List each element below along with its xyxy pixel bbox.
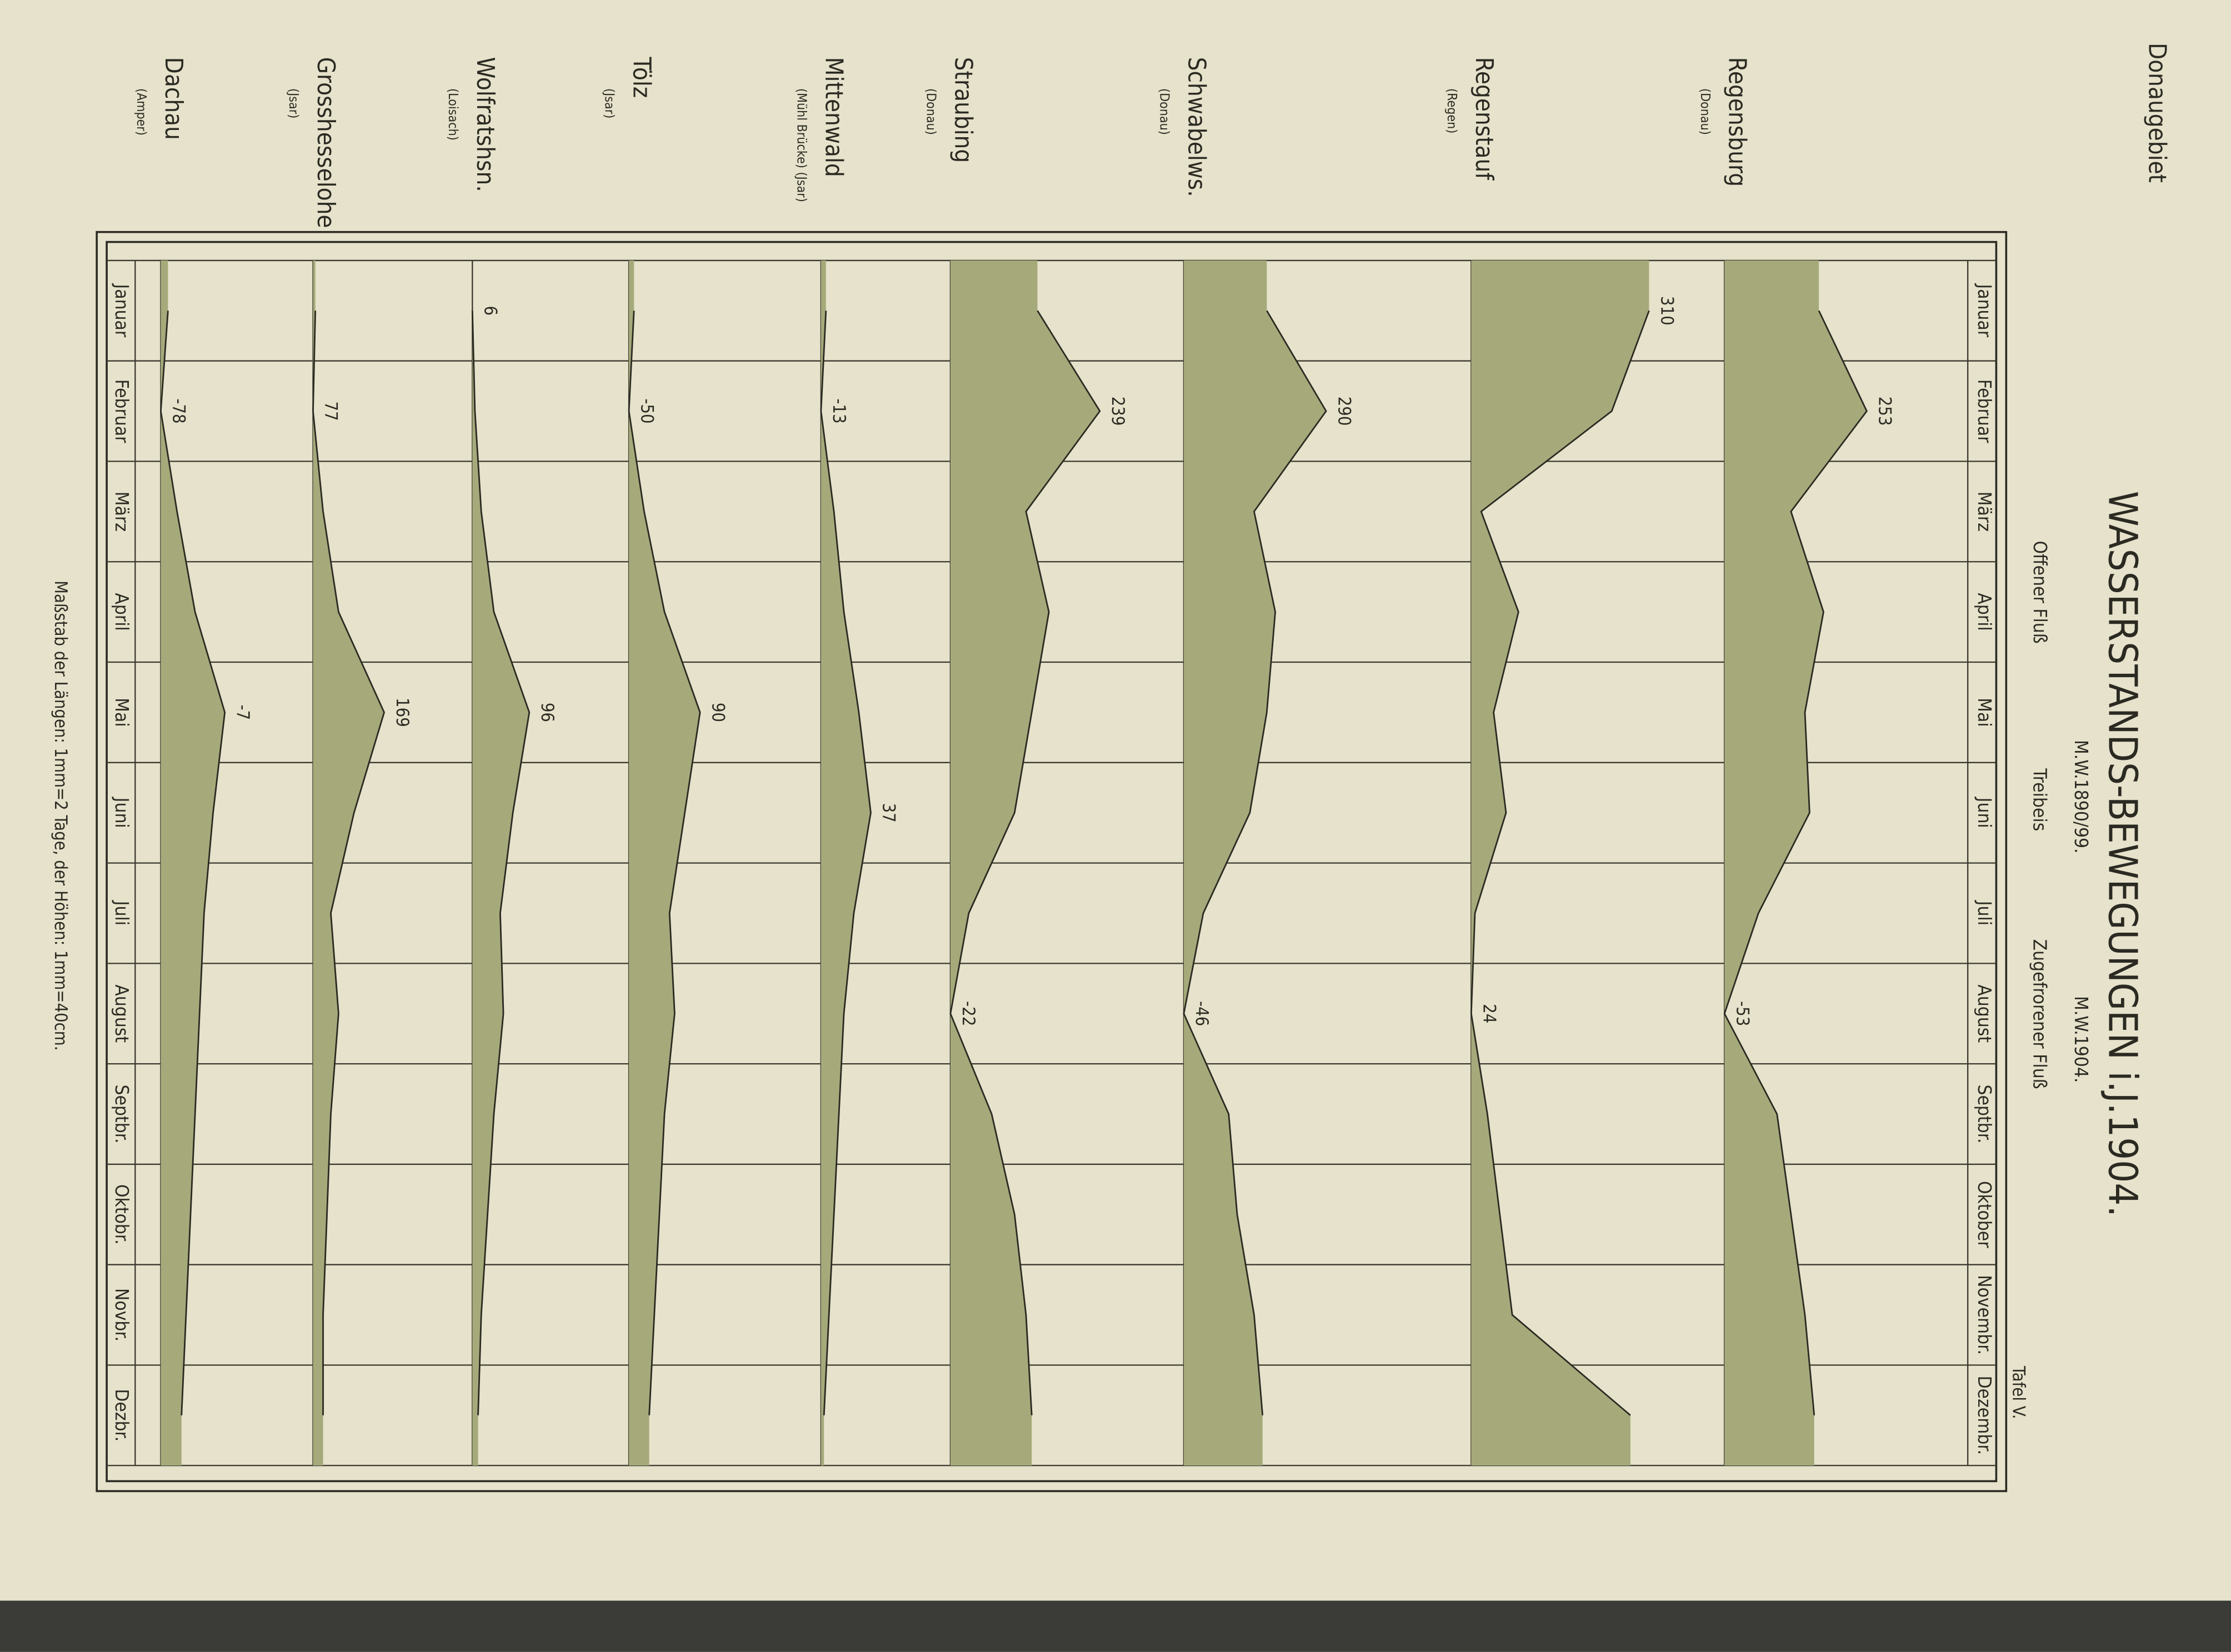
month-label: August xyxy=(1974,984,1995,1043)
value-label: 24 xyxy=(1479,1004,1499,1023)
value-label: 239 xyxy=(1108,397,1128,426)
month-label: März xyxy=(1974,492,1995,532)
value-label: 253 xyxy=(1875,397,1895,426)
water-level-line xyxy=(471,311,531,1415)
legend-item: Treibeis xyxy=(2029,768,2051,831)
value-label: 6 xyxy=(481,306,501,316)
month-label: Dezbr. xyxy=(111,1389,133,1441)
value-label: 37 xyxy=(879,803,899,823)
month-label: Februar xyxy=(1974,379,1995,443)
month-label: Oktober xyxy=(1974,1181,1995,1248)
month-label: April xyxy=(111,593,133,630)
water-level-line xyxy=(1183,310,1327,1415)
area-fill xyxy=(1183,260,1327,1466)
value-label: 310 xyxy=(1657,296,1677,326)
value-label: 169 xyxy=(392,698,412,727)
station-river: (Jsar) xyxy=(602,88,617,118)
inner-frame xyxy=(106,241,1998,1483)
value-label: 77 xyxy=(321,401,341,420)
station-name: Straubing xyxy=(949,57,977,163)
legend-item: Zugefrorener Fluß xyxy=(2029,939,2051,1089)
water-level-line xyxy=(160,311,226,1415)
month-label: Januar xyxy=(1974,283,1995,337)
legend-item: Offener Fluß xyxy=(2029,540,2051,643)
water-level-line xyxy=(949,310,1101,1415)
month-label: Juni xyxy=(1974,797,1995,828)
month-label: Februar xyxy=(111,379,133,443)
month-label: Mai xyxy=(1974,698,1995,727)
month-label: Oktobr. xyxy=(111,1184,133,1245)
area-fill xyxy=(1471,260,1649,1466)
value-label: 96 xyxy=(537,703,557,722)
legend-item: M.W.1904. xyxy=(2070,996,2092,1083)
value-label: -50 xyxy=(637,399,657,424)
value-label: -7 xyxy=(233,705,253,720)
area-fill xyxy=(1724,260,1867,1466)
month-label: Mai xyxy=(111,698,133,727)
month-label: Dezembr. xyxy=(1974,1376,1995,1455)
station-name: Grosshesselohe xyxy=(312,57,339,228)
water-level-line xyxy=(312,311,386,1415)
month-label: August xyxy=(111,984,133,1043)
month-label: Novembr. xyxy=(1974,1275,1995,1355)
month-label: Juli xyxy=(1974,900,1995,925)
station-river: (Donau) xyxy=(924,88,938,135)
plot: M.W.1890/99. M.W.1904. Offener Fluß Treibei… xyxy=(107,57,2092,1466)
station-river: (Mühl Brücke) (Jsar) xyxy=(794,88,808,202)
month-label: Novbr. xyxy=(111,1288,133,1341)
month-label: Juni xyxy=(111,797,133,828)
month-label: März xyxy=(111,492,133,532)
month-label: Septbr. xyxy=(1974,1085,1995,1144)
value-label: -53 xyxy=(1732,1001,1752,1026)
value-label: 290 xyxy=(1334,397,1354,426)
station-river: (Donau) xyxy=(1698,88,1712,135)
value-label: -46 xyxy=(1192,1001,1212,1026)
month-label: Septbr. xyxy=(111,1085,133,1144)
month-label: Juli xyxy=(111,900,133,925)
station-river: (Loisach) xyxy=(446,88,460,141)
water-level-line xyxy=(820,311,872,1415)
outer-frame xyxy=(96,231,2008,1493)
value-label: 90 xyxy=(708,703,728,722)
value-label: -78 xyxy=(169,399,189,424)
value-label: -22 xyxy=(958,1001,978,1026)
value-label: -13 xyxy=(829,399,849,424)
station-name: Regenstauf xyxy=(1470,57,1498,181)
water-level-line xyxy=(628,311,701,1415)
station-name: Dachau xyxy=(159,57,187,140)
station-name: Schwabelws. xyxy=(1182,57,1210,197)
area-fill xyxy=(472,260,529,1466)
water-level-line xyxy=(1723,310,1868,1416)
station-river: (Jsar) xyxy=(286,88,301,118)
footer: Maßstab der Längen: 1mm=2 Tage, der Höhe… xyxy=(51,580,71,1050)
area-fill xyxy=(821,260,871,1466)
station-river: (Donau) xyxy=(1157,88,1172,135)
chart-title: WASSERSTANDS-BEWEGUNGEN i.J.1904. xyxy=(2100,491,2147,1217)
binding xyxy=(0,1600,2231,1652)
station-name: Regensburg xyxy=(1723,57,1751,187)
station-name: Wolfratshsn. xyxy=(471,57,499,192)
plate: Tafel V. xyxy=(2008,1365,2028,1419)
month-label: Januar xyxy=(111,283,133,337)
header: Donaugebiet xyxy=(2143,43,2170,183)
area-fill xyxy=(161,260,225,1466)
station-river: (Amper) xyxy=(134,88,148,136)
area-fill xyxy=(629,260,701,1466)
station-river: (Regen) xyxy=(1444,88,1459,133)
area-fill xyxy=(950,260,1100,1466)
station-name: Tölz xyxy=(628,57,656,98)
water-level-line xyxy=(1470,310,1650,1416)
legend-item: M.W.1890/99. xyxy=(2070,740,2092,854)
station-name: Mittenwald xyxy=(819,57,847,177)
month-label: April xyxy=(1974,593,1995,630)
